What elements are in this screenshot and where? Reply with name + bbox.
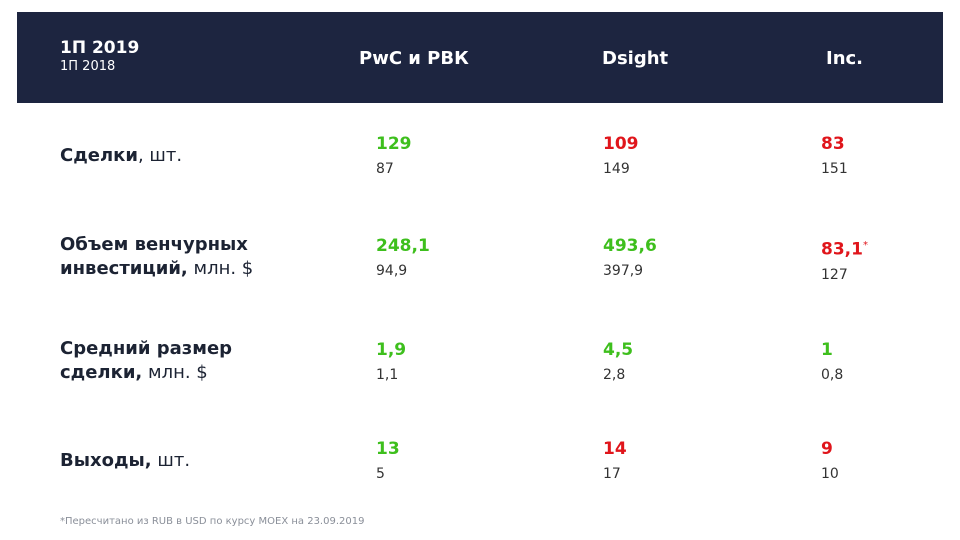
column-header-dsight: Dsight bbox=[602, 48, 669, 69]
cell-previous: 94,9 bbox=[376, 263, 408, 279]
cell-avg-deal-pwc: 1,9 1,1 bbox=[376, 340, 406, 384]
cell-value: 129 bbox=[376, 134, 412, 154]
cell-value: 14 bbox=[603, 439, 627, 459]
cell-exits-inc: 9 10 bbox=[821, 439, 839, 483]
cell-value: 13 bbox=[376, 439, 400, 459]
cell-previous: 151 bbox=[821, 161, 848, 177]
row-label-line1: Объем венчурных bbox=[60, 234, 248, 255]
cell-value: 493,6 bbox=[603, 236, 657, 256]
cell-avg-deal-inc: 1 0,8 bbox=[821, 340, 843, 384]
row-label-deals: Сделки, шт. bbox=[60, 144, 182, 168]
cell-deals-inc: 83 151 bbox=[821, 134, 848, 178]
cell-previous: 5 bbox=[376, 466, 385, 482]
cell-value: 109 bbox=[603, 134, 639, 154]
row-label-line1: Средний размер bbox=[60, 338, 233, 359]
cell-previous: 1,1 bbox=[376, 367, 399, 383]
row-label-avg-deal: Средний размер сделки, млн. $ bbox=[60, 337, 232, 385]
period-legend: 1П 2019 1П 2018 bbox=[60, 38, 139, 75]
footnote-mark: * bbox=[862, 240, 868, 251]
row-label-unit: млн. $ bbox=[142, 362, 208, 383]
row-label-unit: млн. $ bbox=[187, 258, 254, 279]
cell-investment-dsight: 493,6 397,9 bbox=[603, 236, 657, 280]
cell-deals-pwc: 129 87 bbox=[376, 134, 412, 178]
cell-previous: 397,9 bbox=[603, 263, 644, 279]
cell-value: 83 bbox=[821, 134, 845, 154]
row-label-bold: Выходы, bbox=[60, 450, 152, 471]
cell-previous: 17 bbox=[603, 466, 621, 482]
period-current: 1П 2019 bbox=[60, 38, 140, 58]
column-header-inc: Inc. bbox=[826, 48, 864, 69]
cell-previous: 127 bbox=[821, 266, 848, 283]
cell-value: 4,5 bbox=[603, 340, 634, 360]
cell-previous: 10 bbox=[821, 466, 839, 482]
cell-previous: 149 bbox=[603, 161, 630, 177]
row-label-bold: инвестиций, bbox=[60, 258, 188, 279]
row-label-bold: сделки, bbox=[60, 362, 143, 383]
cell-value-with-mark: 83,1* bbox=[821, 236, 868, 260]
cell-exits-dsight: 14 17 bbox=[603, 439, 627, 483]
cell-avg-deal-dsight: 4,5 2,8 bbox=[603, 340, 633, 384]
cell-investment-pwc: 248,1 94,9 bbox=[376, 236, 430, 280]
table-header: 1П 2019 1П 2018 PwC и РВК Dsight Inc. bbox=[17, 12, 943, 103]
row-label-exits: Выходы, шт. bbox=[60, 449, 190, 473]
cell-investment-inc: 83,1* 127 bbox=[821, 236, 868, 284]
column-header-pwc: PwC и РВК bbox=[359, 48, 469, 69]
row-label-investment: Объем венчурных инвестиций, млн. $ bbox=[60, 233, 253, 281]
cell-previous: 87 bbox=[376, 161, 394, 177]
row-label-unit: шт. bbox=[151, 450, 191, 471]
cell-deals-dsight: 109 149 bbox=[603, 134, 639, 178]
cell-value: 248,1 bbox=[376, 236, 430, 256]
cell-value: 9 bbox=[821, 439, 833, 459]
cell-value: 83,1 bbox=[821, 239, 863, 260]
row-label-bold: Сделки bbox=[60, 145, 138, 166]
cell-previous: 0,8 bbox=[821, 367, 844, 383]
cell-value: 1 bbox=[821, 340, 833, 360]
row-label-unit: , шт. bbox=[137, 145, 183, 166]
period-previous: 1П 2018 bbox=[60, 59, 116, 74]
footnote: *Пересчитано из RUB в USD по курсу MOEX … bbox=[60, 516, 365, 527]
cell-previous: 2,8 bbox=[603, 367, 626, 383]
cell-exits-pwc: 13 5 bbox=[376, 439, 400, 483]
cell-value: 1,9 bbox=[376, 340, 407, 360]
